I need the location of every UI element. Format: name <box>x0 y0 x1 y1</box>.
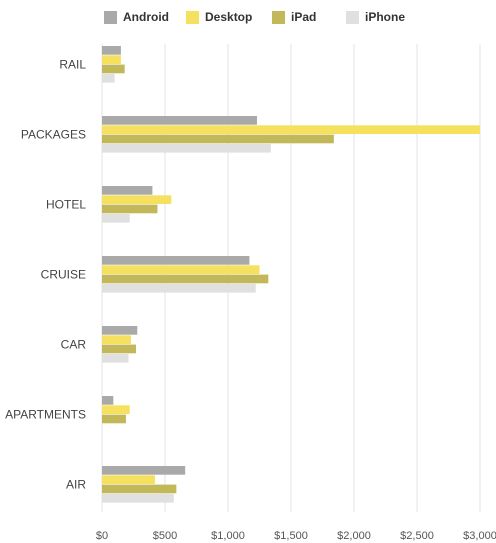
category-label: HOTEL <box>46 198 86 212</box>
category-label: APARTMENTS <box>5 408 86 422</box>
bar-car-iphone <box>102 353 129 363</box>
legend-label: Desktop <box>205 10 253 24</box>
bar-air-android <box>102 466 186 475</box>
category-label: RAIL <box>59 58 86 72</box>
x-tick-label: $3,000 <box>463 530 496 542</box>
bar-air-desktop <box>102 475 155 484</box>
bar-packages-android <box>102 116 257 125</box>
legend-swatch <box>104 10 117 24</box>
bar-air-ipad <box>102 484 177 494</box>
legend: Android Desktop iPad iPhone <box>0 10 496 28</box>
bar-cruise-iphone <box>102 283 256 293</box>
bar-apartments-desktop <box>102 405 130 414</box>
bar-hotel-iphone <box>102 213 130 223</box>
bar-packages-desktop <box>102 125 480 134</box>
category-label: CRUISE <box>41 268 86 282</box>
bar-cruise-android <box>102 256 250 265</box>
bar-car-android <box>102 326 138 335</box>
bar-rail-ipad <box>102 64 125 74</box>
bar-packages-ipad <box>102 134 334 144</box>
category-label: PACKAGES <box>21 128 86 142</box>
legend-label: iPad <box>291 10 317 24</box>
legend-item-ipad[interactable]: iPad <box>272 10 316 24</box>
bar-rail-desktop <box>102 55 121 64</box>
bar-car-desktop <box>102 335 131 344</box>
legend-swatch <box>346 10 359 24</box>
bar-car-ipad <box>102 344 137 354</box>
legend-label: iPhone <box>365 10 406 24</box>
bar-cruise-ipad <box>102 274 269 284</box>
legend-swatch <box>272 10 285 24</box>
category-label: CAR <box>61 338 87 352</box>
bar-packages-iphone <box>102 143 271 153</box>
bar-cruise-desktop <box>102 265 260 274</box>
bar-rail-iphone <box>102 73 115 83</box>
bar-rail-android <box>102 46 121 55</box>
x-tick-label: $1,500 <box>274 530 308 542</box>
legend-item-iphone[interactable]: iPhone <box>346 10 405 24</box>
x-tick-label: $2,500 <box>400 530 434 542</box>
x-tick-label: $2,000 <box>337 530 371 542</box>
bar-air-iphone <box>102 493 174 503</box>
legend-swatch <box>186 10 199 24</box>
bar-hotel-android <box>102 186 153 195</box>
category-label: AIR <box>66 478 86 492</box>
x-tick-label: $1,000 <box>211 530 245 542</box>
x-tick-label: $0 <box>96 530 108 542</box>
legend-item-desktop[interactable]: Desktop <box>186 10 252 24</box>
bar-apartments-ipad <box>102 414 126 424</box>
x-tick-label: $500 <box>153 530 177 542</box>
bar-hotel-ipad <box>102 204 158 214</box>
legend-label: Android <box>123 10 169 24</box>
bar-apartments-android <box>102 396 114 405</box>
legend-item-android[interactable]: Android <box>104 10 169 24</box>
bar-hotel-desktop <box>102 195 172 204</box>
